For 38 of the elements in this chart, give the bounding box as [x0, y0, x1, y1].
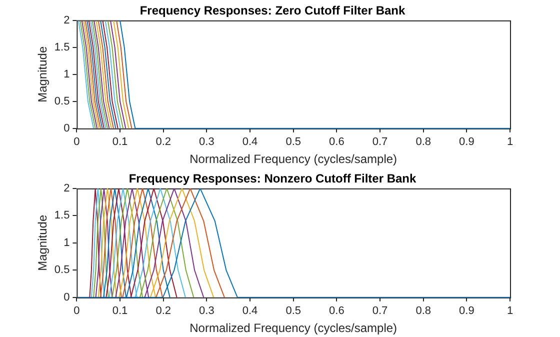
x-tick-label: 0.6: [329, 136, 344, 148]
y-tick-label: 1: [64, 236, 70, 249]
x-tick-label: 0.2: [156, 305, 171, 318]
y-tick-label: 2: [64, 182, 70, 194]
x-tick-label: 0.9: [459, 305, 474, 318]
x-tick-label: 0.9: [459, 136, 474, 148]
y-axis-title: Magnitude: [36, 214, 50, 271]
y-tick-label: 0.5: [54, 95, 70, 108]
x-tick-label: 0.1: [112, 305, 128, 318]
x-tick-label: 0.8: [416, 305, 431, 318]
x-tick-label: 0: [74, 136, 80, 148]
x-tick-label: 1: [506, 305, 514, 318]
y-axis-title: Magnitude: [36, 46, 50, 102]
x-tick-label: 0: [74, 305, 80, 318]
y-tick-label: 1.5: [54, 41, 70, 54]
x-tick-label: 0.1: [112, 136, 128, 148]
y-tick-label: 0: [64, 291, 70, 304]
x-tick-label: 0.4: [242, 305, 258, 318]
x-tick-label: 0.7: [372, 136, 388, 148]
x-tick-label: 0.8: [416, 136, 431, 148]
y-tick-label: 0.5: [54, 264, 70, 276]
y-tick-label: 1: [64, 68, 70, 80]
x-tick-label: 0.3: [199, 305, 214, 318]
x-tick-label: 0.6: [329, 305, 344, 318]
x-axis-title: Normalized Frequency (cycles/sample): [190, 152, 398, 166]
x-tick-label: 0.5: [286, 305, 301, 318]
x-tick-label: 1: [506, 136, 514, 148]
y-tick-label: 2: [64, 14, 70, 26]
x-axis-title: Normalized Frequency (cycles/sample): [190, 321, 398, 336]
y-tick-label: 1.5: [54, 210, 70, 222]
x-tick-label: 0.7: [372, 305, 388, 318]
chart-title: Frequency Responses: Nonzero Cutoff Filter Bank: [128, 172, 417, 186]
chart-title: Frequency Responses: Zero Cutoff Filter Bank: [140, 4, 406, 18]
x-tick-label: 0.5: [286, 136, 301, 148]
x-tick-label: 0.3: [199, 136, 214, 148]
x-tick-label: 0.4: [242, 136, 258, 148]
y-tick-label: 0: [64, 122, 70, 134]
x-tick-label: 0.2: [156, 136, 171, 148]
